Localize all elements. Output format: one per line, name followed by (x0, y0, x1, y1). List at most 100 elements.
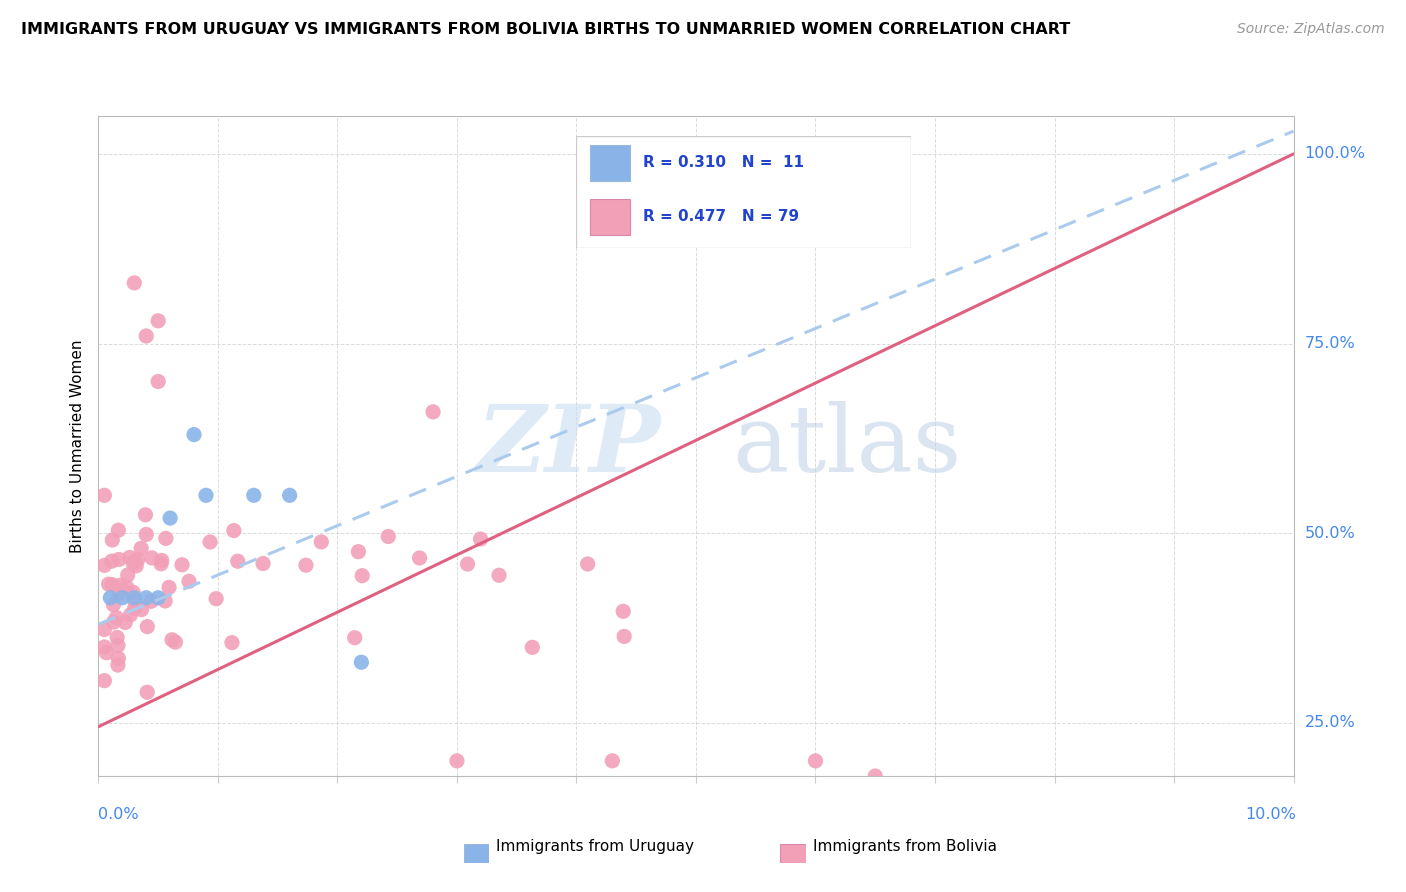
Point (93, 673, 115, 688)
Point (205, 591, 228, 606)
Point (111, 591, 134, 605)
Point (183, 427, 205, 442)
Point (177, 574, 200, 589)
Point (108, 586, 131, 600)
Point (107, 651, 129, 665)
Point (105, 631, 128, 645)
Point (114, 615, 136, 630)
Point (141, 550, 163, 565)
Point (157, 581, 180, 595)
Point (98, 591, 122, 605)
Point (194, 488, 218, 502)
Text: 75.0%: 75.0% (1305, 336, 1355, 351)
Point (103, 615, 125, 629)
Point (135, 329, 157, 343)
Point (127, 552, 149, 566)
Point (134, 508, 156, 522)
Point (93, 488, 115, 502)
Point (124, 591, 146, 605)
Point (124, 555, 146, 569)
Point (96, 646, 118, 660)
Point (148, 375, 170, 389)
Point (135, 591, 157, 605)
Text: 25.0%: 25.0% (1305, 715, 1355, 731)
Point (105, 610, 128, 624)
Point (124, 601, 146, 615)
Point (103, 598, 125, 612)
Point (141, 594, 163, 608)
Point (124, 595, 146, 609)
Point (101, 577, 124, 591)
Point (118, 550, 141, 565)
Point (350, 655, 373, 669)
Point (150, 553, 173, 567)
Point (408, 551, 430, 566)
Point (107, 523, 129, 537)
Point (124, 276, 146, 290)
Point (377, 529, 399, 543)
Point (122, 585, 145, 599)
Text: 10.0%: 10.0% (1246, 807, 1296, 822)
Point (135, 527, 157, 541)
Text: Immigrants from Uruguay: Immigrants from Uruguay (496, 839, 695, 854)
Y-axis label: Births to Unmarried Women: Births to Unmarried Women (70, 339, 86, 553)
Point (613, 629, 636, 643)
Point (125, 558, 148, 573)
Text: atlas: atlas (733, 401, 962, 491)
Point (136, 685, 159, 699)
Point (576, 557, 599, 571)
Point (457, 557, 479, 571)
Text: IMMIGRANTS FROM URUGUAY VS IMMIGRANTS FROM BOLIVIA BIRTHS TO UNMARRIED WOMEN COR: IMMIGRANTS FROM URUGUAY VS IMMIGRANTS FR… (21, 22, 1070, 37)
Point (488, 568, 510, 582)
Point (221, 635, 243, 649)
Point (148, 314, 170, 328)
Point (470, 532, 492, 546)
Point (93, 623, 115, 637)
Point (226, 554, 249, 568)
Point (107, 658, 129, 673)
Point (222, 524, 245, 538)
Point (93, 640, 115, 654)
Point (243, 488, 266, 502)
Point (170, 558, 193, 572)
Point (97, 577, 120, 591)
Point (311, 534, 333, 549)
Point (108, 552, 131, 566)
Point (129, 541, 152, 556)
Text: 50.0%: 50.0% (1305, 525, 1355, 541)
Point (155, 532, 177, 546)
Point (352, 568, 374, 582)
Point (122, 556, 145, 570)
Point (347, 544, 370, 558)
Point (148, 591, 170, 605)
Point (93, 558, 115, 573)
Point (295, 558, 318, 573)
Point (198, 535, 221, 549)
Text: 0.0%: 0.0% (98, 807, 139, 822)
Point (120, 607, 142, 622)
Point (343, 631, 366, 645)
Point (131, 602, 153, 616)
Point (600, 754, 623, 768)
Point (612, 604, 634, 618)
Text: Source: ZipAtlas.com: Source: ZipAtlas.com (1237, 22, 1385, 37)
Point (278, 488, 301, 502)
Point (115, 580, 138, 594)
Point (522, 640, 544, 655)
Text: Immigrants from Bolivia: Immigrants from Bolivia (813, 839, 997, 854)
Point (107, 639, 129, 653)
Text: 100.0%: 100.0% (1305, 146, 1365, 161)
Point (136, 619, 159, 633)
Point (804, 754, 827, 768)
Point (160, 632, 183, 647)
Point (117, 568, 139, 582)
Point (422, 405, 444, 419)
Point (159, 511, 181, 525)
Point (165, 635, 187, 649)
Point (110, 578, 132, 592)
Point (153, 594, 176, 608)
Point (101, 533, 124, 547)
Point (150, 557, 173, 571)
Text: ZIP: ZIP (475, 401, 661, 491)
Point (865, 769, 887, 783)
